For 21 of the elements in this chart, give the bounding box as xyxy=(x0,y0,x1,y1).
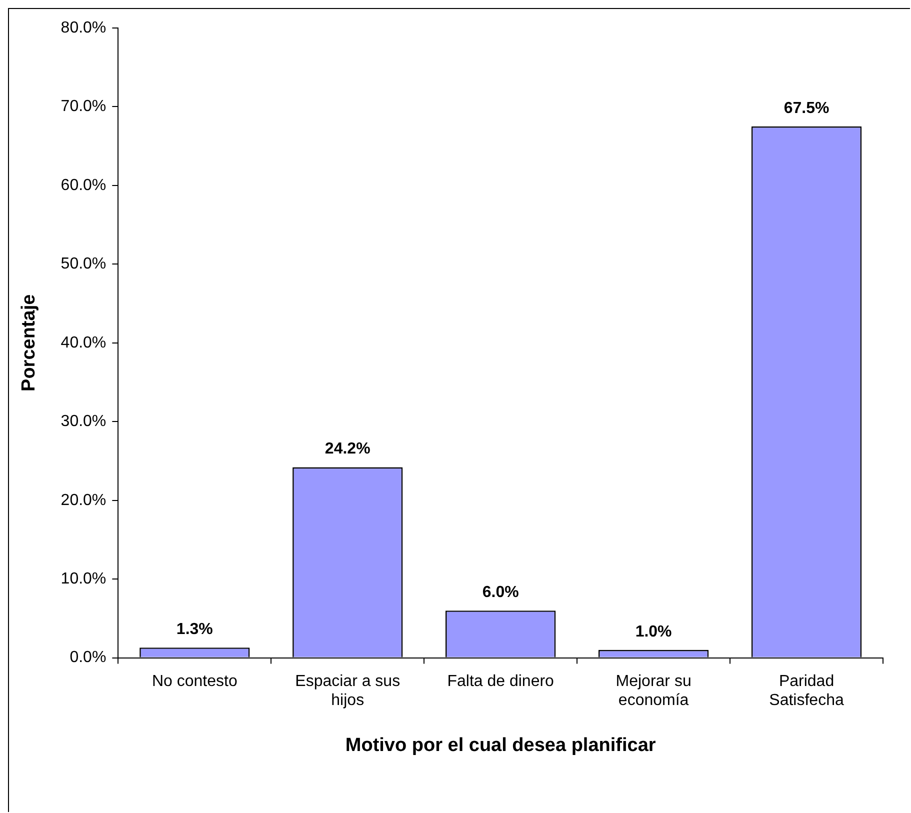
x-tick-label: Falta de dinero xyxy=(447,672,554,690)
y-tick-label: 20.0% xyxy=(60,492,106,509)
y-tick-label: 70.0% xyxy=(60,98,106,116)
x-axis-title: Motivo por el cual desea planificar xyxy=(345,734,656,756)
y-tick-label: 50.0% xyxy=(60,256,106,273)
y-tick-label: 80.0% xyxy=(60,19,106,36)
y-tick-label: 60.0% xyxy=(60,176,106,194)
y-tick-label: 30.0% xyxy=(60,413,106,430)
y-tick-label: 0.0% xyxy=(70,649,106,666)
data-label: 1.0% xyxy=(635,623,672,640)
x-tick-label: Paridad Satisfecha xyxy=(769,672,844,710)
data-label: 24.2% xyxy=(324,440,370,458)
y-tick-label: 10.0% xyxy=(60,570,106,588)
x-tick-label: Mejorar su economía xyxy=(616,672,692,710)
x-tick-label: Espaciar a sus hijos xyxy=(295,672,400,710)
x-tick-label: No contesto xyxy=(152,672,238,690)
data-label: 67.5% xyxy=(784,100,830,117)
data-label: 1.3% xyxy=(176,620,213,638)
data-label: 6.0% xyxy=(482,584,519,601)
y-axis-title: Porcentaje xyxy=(18,294,40,392)
y-tick-label: 40.0% xyxy=(60,334,106,352)
